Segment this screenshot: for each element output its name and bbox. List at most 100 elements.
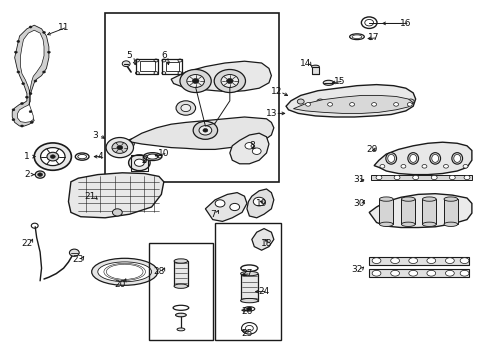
Polygon shape [246, 189, 273, 218]
Circle shape [297, 99, 304, 104]
Circle shape [47, 152, 59, 161]
Ellipse shape [453, 154, 460, 162]
Circle shape [50, 155, 55, 158]
Ellipse shape [175, 313, 186, 317]
Ellipse shape [371, 270, 380, 276]
Circle shape [34, 80, 37, 82]
Bar [240, 274, 258, 301]
Circle shape [199, 126, 211, 135]
Circle shape [379, 165, 384, 168]
Polygon shape [68, 173, 163, 218]
Ellipse shape [431, 154, 438, 162]
Polygon shape [205, 193, 246, 221]
Ellipse shape [174, 259, 187, 263]
Polygon shape [373, 142, 471, 175]
Text: 3: 3 [92, 130, 98, 139]
Circle shape [22, 83, 24, 85]
Circle shape [180, 69, 211, 93]
Bar [215, 223, 281, 340]
Circle shape [29, 111, 32, 113]
Circle shape [176, 101, 195, 115]
Circle shape [407, 99, 413, 104]
Circle shape [305, 103, 310, 106]
Circle shape [215, 200, 224, 207]
Text: 15: 15 [333, 77, 345, 85]
Ellipse shape [323, 80, 333, 85]
Circle shape [17, 71, 20, 73]
Circle shape [430, 175, 436, 180]
Ellipse shape [240, 271, 258, 276]
Text: 10: 10 [158, 149, 169, 158]
Text: 8: 8 [248, 141, 254, 150]
Text: 22: 22 [21, 238, 33, 248]
Text: 12: 12 [270, 87, 282, 96]
Ellipse shape [174, 284, 187, 288]
Bar [140, 61, 154, 71]
Ellipse shape [143, 153, 162, 161]
Polygon shape [285, 85, 415, 117]
Polygon shape [368, 194, 471, 228]
Text: 6: 6 [161, 51, 166, 60]
Circle shape [69, 249, 79, 256]
Circle shape [355, 99, 362, 104]
Text: 1: 1 [24, 152, 30, 161]
Text: 11: 11 [58, 22, 69, 31]
Circle shape [229, 203, 239, 211]
Circle shape [407, 103, 411, 106]
Ellipse shape [390, 258, 399, 264]
Text: 21: 21 [84, 192, 96, 201]
Circle shape [393, 175, 399, 180]
Circle shape [203, 129, 207, 132]
Circle shape [122, 61, 130, 67]
Ellipse shape [459, 270, 468, 276]
Circle shape [394, 99, 401, 104]
Bar [136, 59, 158, 74]
Bar [311, 67, 318, 74]
Circle shape [448, 175, 454, 180]
Circle shape [252, 148, 261, 154]
Circle shape [17, 40, 20, 42]
Ellipse shape [429, 153, 440, 164]
Text: 27: 27 [241, 269, 252, 278]
Circle shape [47, 51, 50, 53]
Text: 32: 32 [350, 266, 362, 274]
Circle shape [375, 175, 381, 180]
Polygon shape [251, 229, 273, 250]
Circle shape [393, 103, 398, 106]
Circle shape [192, 78, 199, 84]
Bar [149, 243, 212, 340]
Ellipse shape [401, 197, 414, 201]
Circle shape [12, 119, 15, 121]
Text: 23: 23 [72, 255, 84, 264]
Circle shape [246, 307, 251, 311]
Circle shape [42, 71, 45, 73]
Text: 26: 26 [241, 307, 252, 316]
Bar [165, 62, 179, 71]
Ellipse shape [379, 197, 392, 201]
Circle shape [35, 171, 45, 178]
Text: 2: 2 [24, 170, 30, 179]
Text: 25: 25 [241, 328, 252, 338]
Circle shape [349, 103, 354, 106]
Circle shape [463, 175, 469, 180]
Polygon shape [229, 133, 268, 164]
Ellipse shape [98, 262, 151, 282]
Ellipse shape [422, 222, 435, 226]
Circle shape [443, 165, 447, 168]
Text: 17: 17 [367, 33, 379, 42]
Bar [162, 59, 182, 74]
Text: 4: 4 [97, 152, 103, 161]
Ellipse shape [445, 270, 453, 276]
Circle shape [253, 197, 264, 206]
Polygon shape [18, 30, 44, 122]
Polygon shape [171, 61, 271, 92]
Bar [105, 13, 278, 182]
Ellipse shape [407, 153, 418, 164]
Circle shape [106, 138, 133, 158]
Circle shape [112, 209, 122, 216]
Ellipse shape [408, 258, 417, 264]
Text: 30: 30 [353, 199, 365, 208]
Ellipse shape [445, 258, 453, 264]
Ellipse shape [240, 298, 258, 303]
Text: 18: 18 [260, 238, 272, 248]
